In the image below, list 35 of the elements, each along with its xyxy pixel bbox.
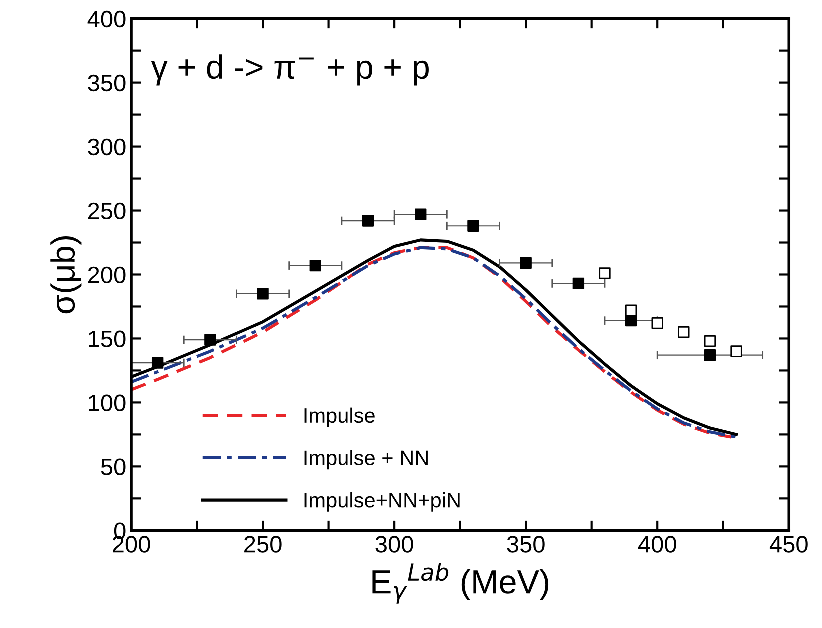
point	[572, 278, 585, 290]
legend-label: Impulse + NN	[304, 450, 428, 470]
point	[152, 357, 164, 369]
y-tick-label: 300	[88, 138, 126, 156]
annotation: γ + d -> π$^{−}$ + p + p	[151, 54, 429, 86]
y-tick-label: 150	[89, 330, 126, 348]
point	[625, 304, 638, 316]
point	[257, 288, 269, 300]
point	[599, 268, 611, 280]
x-tick-label: 400	[638, 536, 676, 553]
point	[310, 260, 322, 272]
x-axis-title: E$_{γ}$$^{Lab}$ (MeV)	[372, 563, 549, 604]
y-tick-label: 350	[88, 74, 126, 92]
point	[362, 215, 374, 227]
point	[415, 208, 427, 220]
point	[520, 257, 532, 270]
point	[704, 335, 716, 348]
y-tick-label: 100	[89, 394, 126, 412]
point	[468, 220, 480, 232]
x-tick-label: 450	[770, 536, 808, 553]
point	[652, 318, 664, 330]
y-axis-title: σ(μb)	[50, 236, 82, 314]
x-tick-label: 350	[507, 536, 545, 553]
y-tick-label: 400	[88, 10, 126, 28]
legend-label: Impulse	[304, 408, 375, 428]
x-tick-label: 250	[244, 536, 282, 553]
x-tick-label: 300	[376, 536, 414, 553]
point	[704, 350, 716, 362]
y-tick-label: 200	[88, 266, 126, 284]
point	[678, 326, 690, 338]
point	[204, 334, 216, 346]
y-tick-label: 250	[88, 202, 126, 220]
y-tick-label: 50	[101, 458, 126, 476]
point	[730, 346, 742, 358]
legend-label: Impulse+NN+piN	[304, 492, 460, 512]
